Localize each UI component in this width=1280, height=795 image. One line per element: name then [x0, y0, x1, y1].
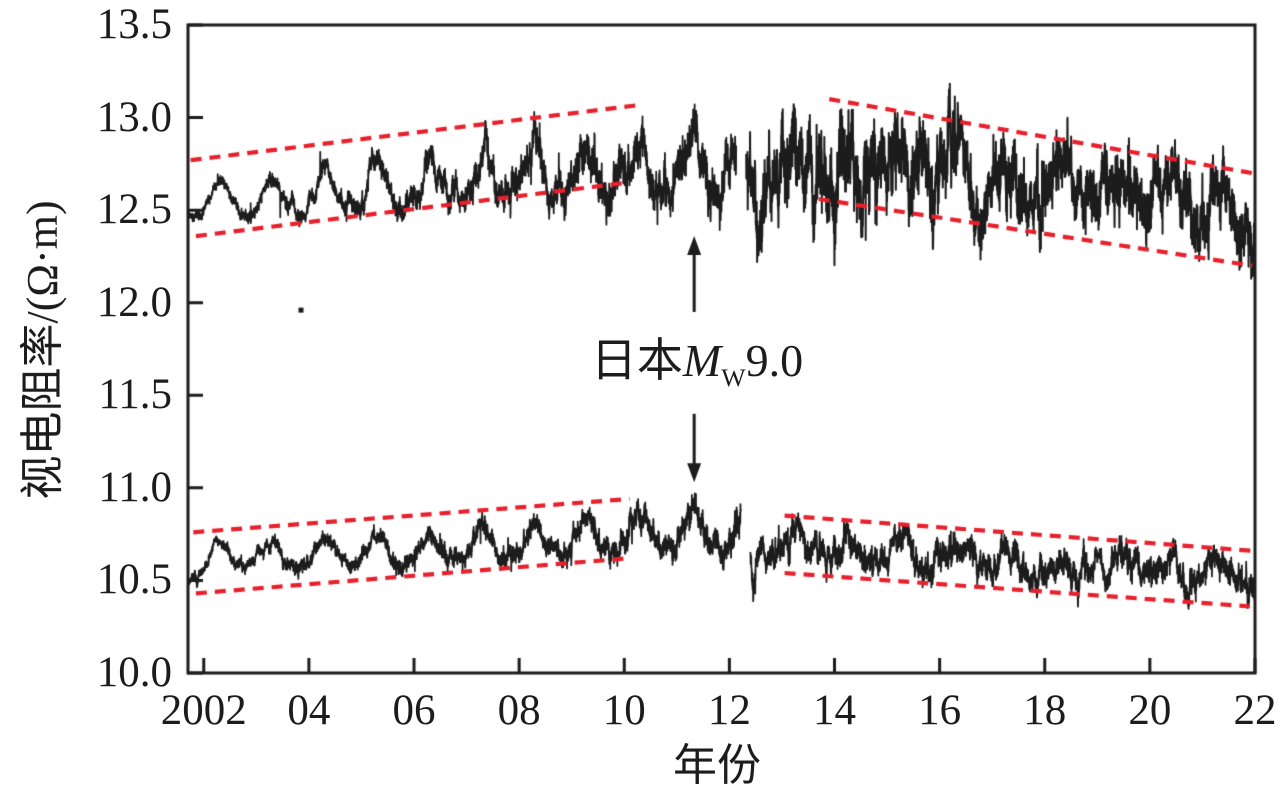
x-tick-label: 10	[602, 687, 646, 734]
x-tick-label: 20	[1128, 687, 1172, 734]
earthquake-annotation: 日本MW9.0	[590, 324, 804, 393]
y-tick-label: 10.0	[96, 649, 172, 696]
x-axis-title: 年份	[673, 741, 761, 790]
x-tick-label: 06	[392, 687, 436, 734]
y-tick-label: 13.5	[96, 1, 172, 48]
y-tick-label: 12.5	[96, 186, 172, 234]
magnitude-symbol: M	[682, 335, 722, 386]
y-tick-label: 12.0	[96, 278, 172, 326]
annotation-region-text: 日本	[590, 335, 683, 386]
x-tick-label: 18	[1023, 687, 1067, 734]
x-tick-label: 22	[1233, 687, 1277, 734]
magnitude-subscript: W	[721, 363, 746, 393]
y-tick-label: 10.5	[96, 556, 172, 604]
x-tick-label: 16	[918, 687, 962, 734]
x-tick-label: 08	[497, 687, 541, 734]
magnitude-value: 9.0	[745, 335, 804, 386]
y-axis-title: 视电阻率/(Ω·m)	[18, 200, 67, 500]
y-tick-label: 11.5	[98, 371, 172, 419]
y-tick-label: 11.0	[98, 463, 172, 511]
x-tick-label: 04	[287, 687, 331, 734]
y-tick-label: 13.0	[96, 93, 172, 141]
x-tick-label: 12	[707, 687, 751, 734]
x-tick-label: 2002	[160, 687, 247, 734]
x-tick-label: 14	[813, 687, 856, 734]
